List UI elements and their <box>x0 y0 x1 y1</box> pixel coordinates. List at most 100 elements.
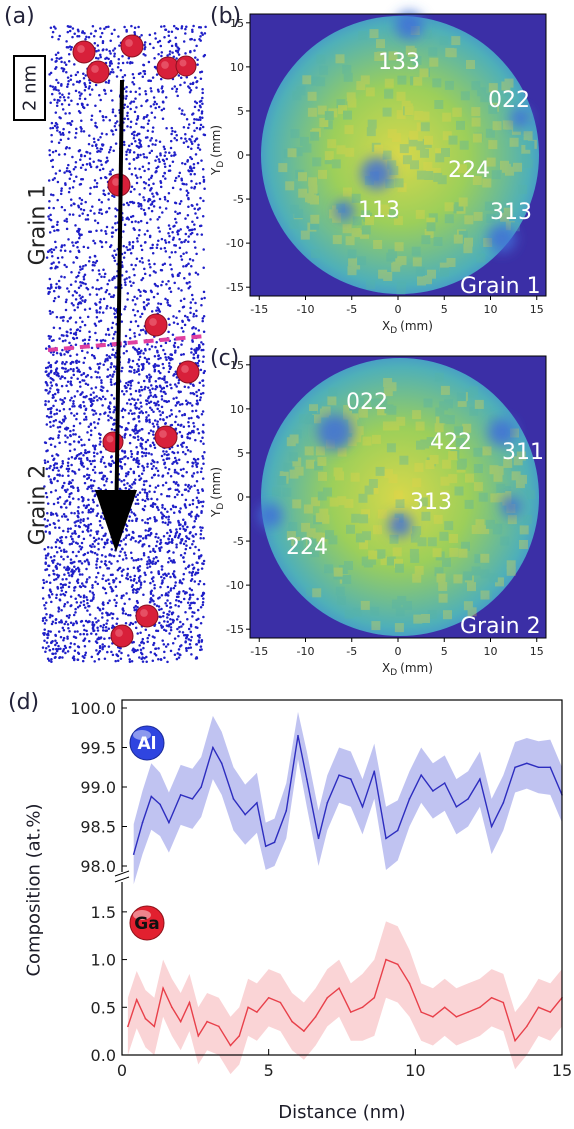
ga-point-10 <box>218 1025 220 1028</box>
al-point-10 <box>232 798 235 800</box>
map-c-xtick-label-5: 10 <box>484 645 498 658</box>
map-c-pole-spot-0 <box>317 414 354 451</box>
al-ytick-label-3: 99.5 <box>80 739 116 758</box>
grain-1-label: Grain 1 <box>25 184 51 266</box>
pole-label-b-113: 113 <box>358 198 400 223</box>
map-b-xtick-label-5: 10 <box>484 303 498 316</box>
al-point-23 <box>373 770 376 772</box>
al-ytick-label-0: 98.0 <box>80 857 116 876</box>
map-c-pole-spot-2 <box>258 503 283 528</box>
ga-point-1 <box>135 998 138 1001</box>
map-c-xtick-label-3: 0 <box>395 645 402 658</box>
map-b-ytick-label-4: 5 <box>237 105 244 118</box>
ga-point-39 <box>549 1011 552 1013</box>
al-point-2 <box>150 795 153 798</box>
map-c-pole-spot-3 <box>388 512 412 537</box>
ga-point-15 <box>267 996 270 999</box>
map-b-xtick-label-6: 15 <box>530 303 544 316</box>
map-b-xtick-label-1: -10 <box>297 303 315 316</box>
precipitate-2 <box>86 60 110 84</box>
al-point-17 <box>306 778 308 780</box>
precipitate-highlight-5 <box>112 178 120 186</box>
al-point-27 <box>420 774 423 776</box>
al-legend-label: Al <box>138 734 157 754</box>
ga-point-16 <box>279 1001 282 1004</box>
al-point-15 <box>285 809 288 812</box>
map-c-ytick-label-5: 10 <box>230 403 244 416</box>
ga-point-3 <box>153 1025 156 1028</box>
al-point-1 <box>141 821 144 824</box>
ga-ytick-label-1: 0.5 <box>91 998 116 1017</box>
al-point-12 <box>256 802 258 804</box>
precipitate-highlight-8 <box>106 435 114 443</box>
ga-point-19 <box>314 1016 317 1018</box>
al-point-28 <box>432 790 434 792</box>
ga-point-6 <box>179 1020 182 1023</box>
map-c-ytick-label-3: 0 <box>237 491 244 504</box>
ga-point-9 <box>206 1020 208 1023</box>
al-point-34 <box>502 802 505 804</box>
ga-point-33 <box>479 1006 481 1009</box>
atom-point-cloud <box>41 24 207 664</box>
al-point-32 <box>479 778 481 780</box>
ga-point-12 <box>238 1035 241 1037</box>
al-point-25 <box>396 829 399 832</box>
precipitate-1 <box>120 34 144 58</box>
ga-point-22 <box>350 1011 352 1013</box>
profile-arrow-shaft <box>114 79 124 541</box>
map-b-ytick-label-2: -5 <box>233 193 244 206</box>
map-b-ytick-label-1: -10 <box>226 237 244 250</box>
al-point-33 <box>490 825 493 828</box>
map-b-ytick-label-3: 0 <box>237 149 244 162</box>
grain-2-label: Grain 2 <box>25 464 51 546</box>
map-c-xlabel: XD (mm) <box>382 661 433 678</box>
map-b-pole-spot-3 <box>510 107 531 128</box>
precipitate-highlight-1 <box>125 39 133 47</box>
precipitate-4 <box>175 55 197 77</box>
map-b-pole-spot-4 <box>334 200 355 221</box>
grain-boundary-line <box>47 334 207 352</box>
map-b-xtick-label-2: -5 <box>346 303 357 316</box>
ga-point-8 <box>197 1035 200 1037</box>
map-c-xtick-label-6: 15 <box>530 645 544 658</box>
precipitate-6 <box>144 313 168 337</box>
pole-label-c-422: 422 <box>430 430 472 455</box>
al-error-band <box>133 711 562 885</box>
precipitate-highlight-3 <box>161 61 169 69</box>
panel-a-label: (a) <box>4 4 35 29</box>
ga-point-27 <box>408 982 411 985</box>
map-b-pole-spot-1 <box>360 157 393 190</box>
xtick-label-0: 0 <box>117 1061 127 1080</box>
ga-point-30 <box>443 1006 446 1009</box>
pole-label-c-022: 022 <box>346 390 388 415</box>
xtick-label-2: 10 <box>405 1061 425 1080</box>
pole-label-b-022: 022 <box>488 88 530 113</box>
al-point-18 <box>317 837 320 840</box>
al-point-16 <box>297 734 299 737</box>
map-c-ylabel: YD(mm) <box>209 467 226 518</box>
map-c-ytick-label-1: -10 <box>226 579 244 592</box>
panel-b-label: (b) <box>210 4 242 29</box>
axis-break-mark-1 <box>114 870 130 877</box>
ga-point-26 <box>396 963 399 966</box>
chart-xlabel: Distance (nm) <box>278 1102 406 1123</box>
atom-map <box>41 24 207 664</box>
map-b-ytick-label-5: 10 <box>230 61 244 74</box>
precipitate-highlight-7 <box>181 365 189 373</box>
detector-maps: -15 -15 -10 -10 -5 -5 0 0 5 5 10 10 15 15 XD (mm) YD(mm)… <box>209 11 547 678</box>
precipitate-0 <box>72 40 96 64</box>
al-point-26 <box>408 798 411 800</box>
map-c-grain-label: Grain 2 <box>460 614 541 639</box>
al-legend-ball <box>129 725 165 761</box>
ga-point-35 <box>502 1001 505 1004</box>
map-c-texture <box>272 372 536 633</box>
ga-point-7 <box>188 1001 191 1004</box>
al-point-5 <box>179 794 182 796</box>
al-point-9 <box>220 762 223 765</box>
al-point-31 <box>467 798 469 800</box>
ga-ytick-label-0: 0.0 <box>91 1046 116 1065</box>
al-point-38 <box>549 766 552 769</box>
ga-legend-shine <box>133 910 151 920</box>
map-c-xtick-label-4: 5 <box>441 645 448 658</box>
al-point-4 <box>168 821 170 824</box>
